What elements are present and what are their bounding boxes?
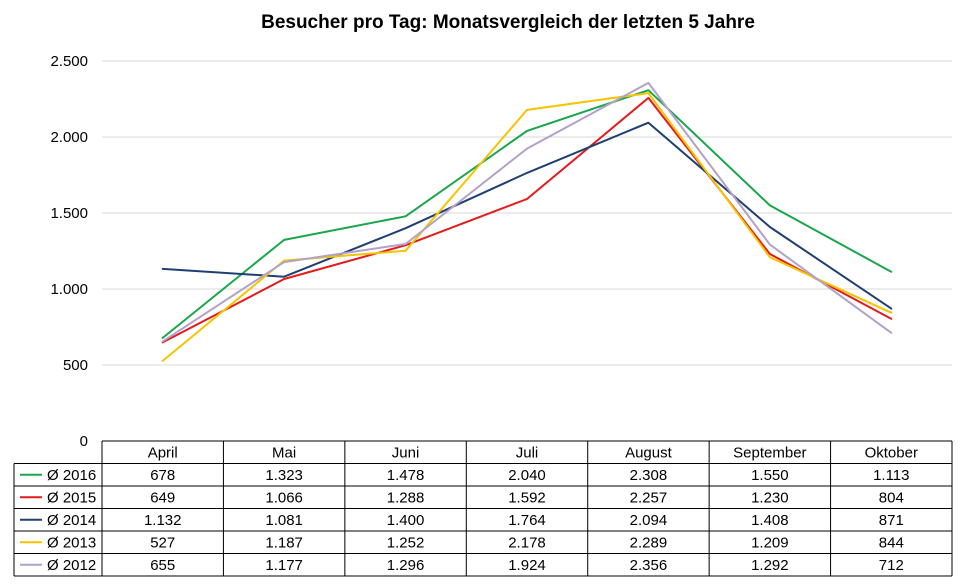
x-category-label: Oktober	[865, 444, 918, 461]
legend-label: Ø 2013	[47, 534, 96, 551]
x-category-label: April	[148, 444, 178, 461]
table-value: 1.288	[387, 489, 425, 506]
chart-title: Besucher pro Tag: Monatsvergleich der le…	[261, 12, 755, 33]
x-category-label: August	[625, 444, 673, 461]
y-tick-label: 2.000	[50, 129, 88, 146]
table-value: 2.308	[630, 467, 668, 484]
table-value: 1.478	[387, 467, 425, 484]
table-value: 712	[879, 557, 904, 574]
table-value: 1.252	[387, 534, 425, 551]
y-tick-label: 1.500	[50, 205, 88, 222]
table-value: 1.066	[265, 489, 303, 506]
series-line	[161, 92, 893, 362]
table-value: 1.400	[387, 512, 425, 529]
table-value: 1.209	[751, 534, 789, 551]
table-value: 1.592	[508, 489, 546, 506]
table-value: 804	[879, 489, 904, 506]
table-value: 2.289	[630, 534, 668, 551]
table-value: 2.094	[630, 512, 668, 529]
legend-label: Ø 2016	[47, 467, 96, 484]
table-value: 2.356	[630, 557, 668, 574]
y-tick-label: 0	[80, 433, 88, 450]
table-value: 1.296	[387, 557, 425, 574]
table-value: 1.408	[751, 512, 789, 529]
table-value: 1.230	[751, 489, 789, 506]
legend-label: Ø 2012	[47, 557, 96, 574]
series-line	[161, 81, 893, 343]
x-category-label: September	[733, 444, 806, 461]
series-line	[161, 89, 893, 339]
table-value: 1.081	[265, 512, 303, 529]
table-value: 1.132	[144, 512, 182, 529]
table-value: 678	[150, 467, 175, 484]
table-value: 1.113	[873, 467, 909, 484]
series-line	[161, 121, 893, 310]
table-value: 1.924	[508, 557, 546, 574]
legend-label: Ø 2015	[47, 489, 96, 506]
table-value: 649	[150, 489, 175, 506]
x-category-label: Mai	[272, 444, 296, 461]
table-value: 844	[879, 534, 904, 551]
y-tick-label: 1.000	[50, 281, 88, 298]
legend-label: Ø 2014	[47, 512, 96, 529]
y-tick-label: 2.500	[50, 53, 88, 70]
table-value: 1.764	[508, 512, 546, 529]
y-tick-label: 500	[63, 357, 88, 374]
series-line	[161, 96, 893, 344]
table-value: 871	[879, 512, 904, 529]
table-value: 655	[150, 557, 175, 574]
table-value: 1.323	[265, 467, 303, 484]
table-value: 1.292	[751, 557, 789, 574]
x-category-label: Juni	[392, 444, 420, 461]
table-value: 2.040	[508, 467, 546, 484]
table-value: 2.178	[508, 534, 546, 551]
table-value: 1.187	[265, 534, 303, 551]
table-value: 1.177	[265, 557, 303, 574]
table-value: 2.257	[630, 489, 668, 506]
x-category-label: Juli	[516, 444, 539, 461]
table-value: 1.550	[751, 467, 789, 484]
table-value: 527	[150, 534, 175, 551]
